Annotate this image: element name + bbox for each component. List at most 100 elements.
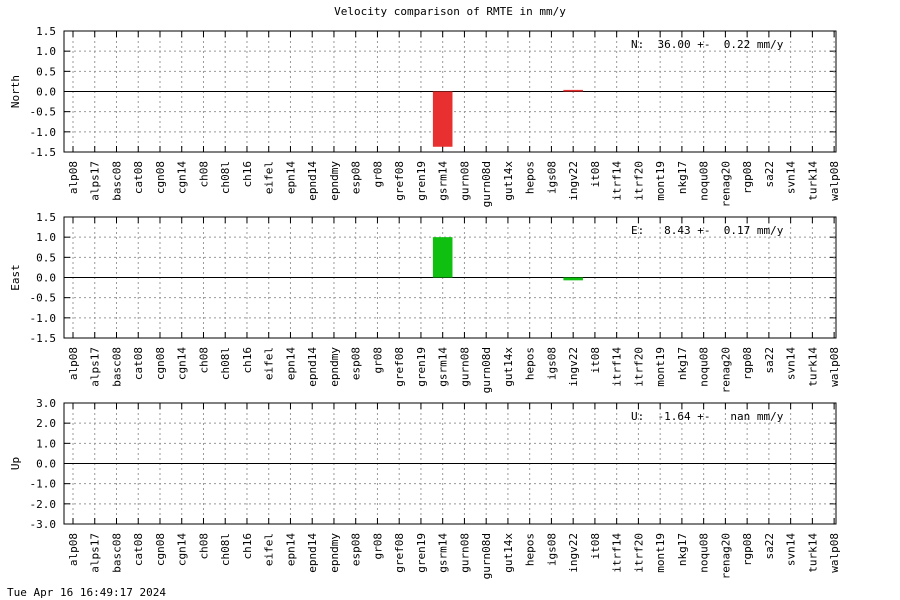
up-xtick-label: ch08l <box>219 533 232 566</box>
north-xtick-label: sa22 <box>763 161 776 188</box>
up-ytick-label: 0.0 <box>36 458 56 471</box>
up-xtick-label: cat08 <box>132 533 145 566</box>
up-ytick-label: 3.0 <box>36 397 56 410</box>
east-xtick-label: itrf14 <box>611 347 624 387</box>
north-ytick-label: 1.5 <box>36 25 56 38</box>
north-xtick-label: gut14x <box>502 161 515 201</box>
up-xtick-label: gurn08 <box>458 533 471 573</box>
north-xtick-label: ch08 <box>197 161 210 188</box>
up-xtick-label: renag20 <box>719 533 732 579</box>
north-xtick-label: eifel <box>263 161 276 194</box>
east-ytick-label: 1.5 <box>36 211 56 224</box>
north-xtick-label: esp08 <box>350 161 363 194</box>
east-xtick-label: ch08 <box>197 347 210 374</box>
east-xtick-label: gref08 <box>393 347 406 387</box>
north-xtick-label: ingv22 <box>567 161 580 201</box>
north-bar-gsrm14 <box>432 91 453 147</box>
north-axis-label: North <box>9 75 22 108</box>
east-xtick-label: gut14x <box>502 347 515 387</box>
north-xtick-label: walp08 <box>828 161 841 201</box>
up-xtick-label: hepos <box>524 533 537 566</box>
north-ytick-label: -1.0 <box>30 126 57 139</box>
north-xtick-label: it08 <box>589 161 602 188</box>
north-annotation: N: 36.00 +- 0.22 mm/y <box>631 38 784 51</box>
east-xtick-label: renag20 <box>719 347 732 393</box>
north-xtick-label: itrf14 <box>611 161 624 201</box>
north-ytick-label: -0.5 <box>30 106 57 119</box>
east-xtick-label: cat08 <box>132 347 145 380</box>
east-xtick-label: alp08 <box>67 347 80 380</box>
north-plot-frame <box>63 30 837 153</box>
north-xtick-label: ch16 <box>241 161 254 188</box>
up-xtick-label: alps17 <box>89 533 102 573</box>
up-xtick-label: ch08 <box>197 533 210 560</box>
east-xtick-label: epndmy <box>328 347 341 387</box>
east-ytick-label: 1.0 <box>36 231 56 244</box>
east-xtick-label: ch16 <box>241 347 254 374</box>
east-xtick-label: gren19 <box>415 347 428 387</box>
east-xtick-label: walp08 <box>828 347 841 387</box>
up-xtick-label: turk14 <box>806 533 819 573</box>
east-xtick-label: noqu08 <box>698 347 711 387</box>
north-xtick-label: noqu08 <box>698 161 711 201</box>
up-xtick-label: cgn14 <box>176 533 189 566</box>
east-xtick-label: epn14 <box>284 347 297 380</box>
east-annotation: E: 8.43 +- 0.17 mm/y <box>631 224 784 237</box>
up-xtick-label: itrf20 <box>632 533 645 573</box>
up-xtick-label: epn14 <box>284 533 297 566</box>
up-xtick-label: epnd14 <box>306 533 319 573</box>
up-ytick-label: 1.0 <box>36 437 56 450</box>
up-xtick-label: noqu08 <box>698 533 711 573</box>
east-ytick-label: 0.0 <box>36 272 56 285</box>
north-xtick-label: cat08 <box>132 161 145 194</box>
north-ytick-label: -1.5 <box>30 146 57 159</box>
east-xtick-label: rgp08 <box>741 347 754 380</box>
north-xtick-label: turk14 <box>806 161 819 201</box>
north-ytick-label: 0.0 <box>36 86 56 99</box>
north-bar-ingv22 <box>563 89 583 92</box>
up-xtick-label: nkg17 <box>676 533 689 566</box>
east-ytick-label: -1.0 <box>30 312 57 325</box>
up-xtick-label: ch16 <box>241 533 254 560</box>
up-xtick-label: mont19 <box>654 533 667 573</box>
east-ytick-label: -0.5 <box>30 292 57 305</box>
up-xtick-label: basc08 <box>110 533 123 573</box>
north-xtick-label: rgp08 <box>741 161 754 194</box>
east-xtick-label: gurn08 <box>458 347 471 387</box>
up-ytick-label: 2.0 <box>36 417 56 430</box>
up-xtick-label: walp08 <box>828 533 841 573</box>
east-xtick-label: gurn08d <box>480 347 493 393</box>
east-xtick-label: hepos <box>524 347 537 380</box>
chart-title: Velocity comparison of RMTE in mm/y <box>334 5 566 18</box>
east-axis-label: East <box>9 264 22 291</box>
north-xtick-label: gren19 <box>415 161 428 201</box>
east-xtick-label: cgn14 <box>176 347 189 380</box>
east-xtick-label: igs08 <box>545 347 558 380</box>
north-xtick-label: cgn08 <box>154 161 167 194</box>
east-ytick-label: 0.5 <box>36 251 56 264</box>
up-xtick-label: gr08 <box>371 533 384 560</box>
north-xtick-label: basc08 <box>110 161 123 201</box>
north-xtick-label: gr08 <box>371 161 384 188</box>
up-ytick-label: -3.0 <box>30 518 57 531</box>
north-xtick-label: alp08 <box>67 161 80 194</box>
up-xtick-label: rgp08 <box>741 533 754 566</box>
timestamp: Tue Apr 16 16:49:17 2024 <box>7 586 166 599</box>
north-xtick-label: svn14 <box>785 161 798 194</box>
east-xtick-label: ingv22 <box>567 347 580 387</box>
north-xtick-label: alps17 <box>89 161 102 201</box>
east-ytick-label: -1.5 <box>30 332 57 345</box>
up-ytick-label: -1.0 <box>30 478 57 491</box>
north-ytick-label: 1.0 <box>36 45 56 58</box>
up-annotation: U: -1.64 +- nan mm/y <box>631 410 784 423</box>
up-xtick-label: ingv22 <box>567 533 580 573</box>
north-xtick-label: gurn08d <box>480 161 493 207</box>
east-xtick-label: it08 <box>589 347 602 374</box>
east-xtick-label: alps17 <box>89 347 102 387</box>
up-xtick-label: svn14 <box>785 533 798 566</box>
north-xtick-label: renag20 <box>719 161 732 207</box>
north-ytick-label: 0.5 <box>36 65 56 78</box>
east-xtick-label: epnd14 <box>306 347 319 387</box>
east-xtick-label: cgn08 <box>154 347 167 380</box>
north-xtick-label: ch08l <box>219 161 232 194</box>
